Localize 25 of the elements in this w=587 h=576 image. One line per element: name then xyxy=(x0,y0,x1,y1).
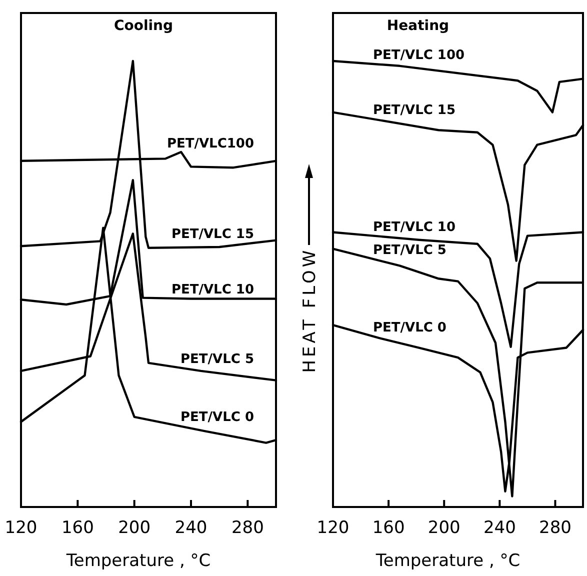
series-label: PET/VLC100 xyxy=(166,136,254,152)
series-label: PET/VLC 15 xyxy=(171,226,254,242)
series-label: PET/VLC 15 xyxy=(373,103,456,118)
x-axis-title: Temperature , °C xyxy=(65,551,211,571)
x-tick-label: 160 xyxy=(372,518,405,538)
chart-title: Heating xyxy=(386,18,450,34)
x-tick-label: 120 xyxy=(316,518,350,538)
series-label: PET/VLC 10 xyxy=(373,220,456,235)
series-label: PET/VLC 0 xyxy=(373,320,446,336)
x-tick-label: 280 xyxy=(538,518,572,538)
series-label: PET/VLC 100 xyxy=(373,48,465,63)
chart-title: Cooling xyxy=(114,18,174,34)
x-tick-label: 240 xyxy=(174,518,208,538)
x-tick-label: 160 xyxy=(61,518,94,538)
x-tick-label: 200 xyxy=(118,518,151,538)
x-tick-label: 280 xyxy=(231,518,264,538)
x-tick-label: 200 xyxy=(428,518,460,538)
series-label: PET/VLC 5 xyxy=(180,352,254,367)
series-label: PET/VLC 10 xyxy=(171,282,254,298)
x-tick-label: 240 xyxy=(483,518,516,538)
x-tick-label: 120 xyxy=(4,518,38,538)
series-label: PET/VLC 5 xyxy=(373,242,446,258)
y-axis-title: HEAT FLOW xyxy=(300,247,320,373)
series-label: PET/VLC 0 xyxy=(180,410,254,426)
x-axis-title: Temperature , °C xyxy=(374,551,520,571)
